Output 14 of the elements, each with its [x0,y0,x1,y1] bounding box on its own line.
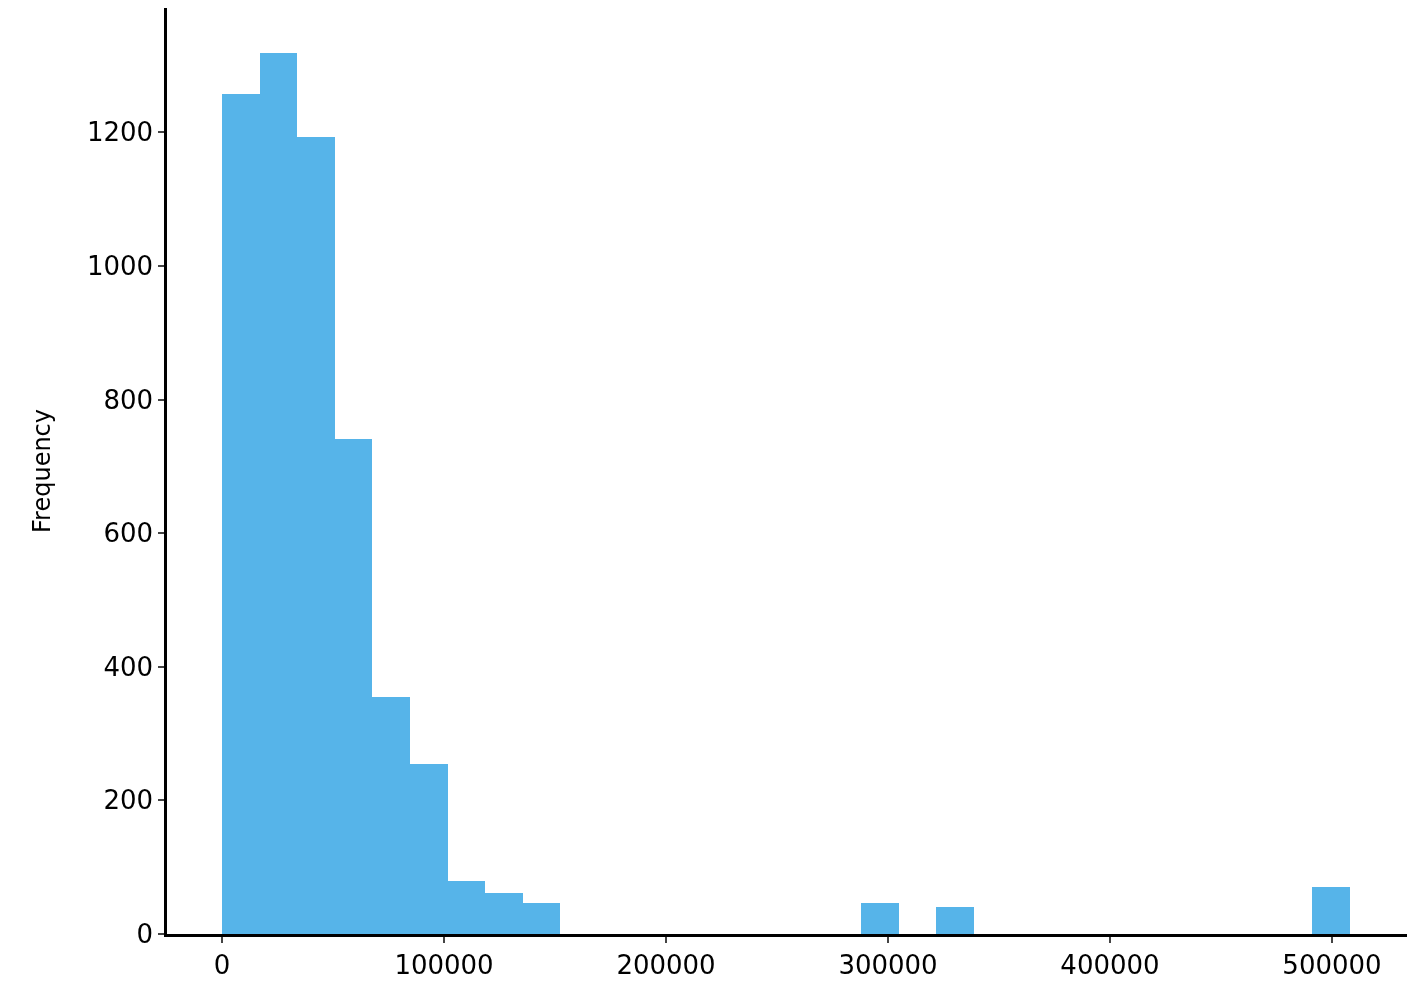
x-tick-label: 200000 [616,949,716,980]
y-tick-label: 600 [103,518,154,549]
y-tick-label: 400 [103,651,154,682]
x-tick-label: 400000 [1060,949,1160,980]
y-axis-title: Frequency [27,409,56,533]
x-tick-label: 500000 [1282,949,1382,980]
x-tick-label: 100000 [394,949,494,980]
y-tick-label: 1200 [86,117,154,148]
y-tick-label: 200 [103,785,154,816]
y-tick-label: 1000 [86,250,154,281]
y-tick-label: 0 [136,919,154,950]
y-tick-label: 800 [103,384,154,415]
x-tick-label: 300000 [838,949,938,980]
x-tick-label: 0 [213,949,231,980]
